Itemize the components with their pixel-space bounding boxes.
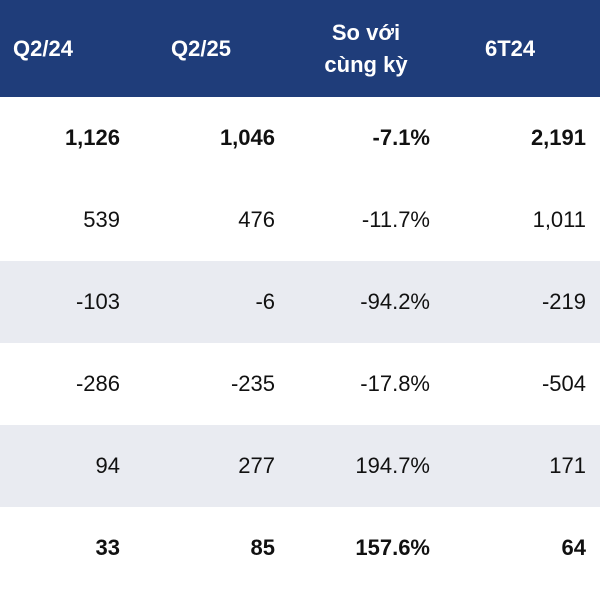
cell-q2-25: 1,046 [219, 125, 275, 150]
cell-q2-25: 85 [250, 535, 275, 560]
cell-yoy: -7.1% [372, 125, 430, 150]
cell-6t24: 171 [549, 453, 586, 478]
cell-q2-24: 33 [95, 535, 120, 560]
cell-yoy: -11.7% [361, 207, 430, 232]
table-row: 33 85 157.6% 64 [0, 507, 600, 589]
header-yoy: So với cùng kỳ [306, 0, 426, 97]
cell-q2-24: -103 [75, 289, 120, 314]
cell-q2-25: -235 [230, 371, 275, 396]
table-row: -103 -6 -94.2% -219 [0, 261, 600, 343]
cell-yoy: -94.2% [360, 289, 430, 314]
cell-q2-24: 1,126 [64, 125, 120, 150]
cell-q2-24: 539 [83, 207, 120, 232]
cell-yoy: -17.8% [360, 371, 430, 396]
cell-q2-25: 476 [238, 207, 275, 232]
table-row: 94 277 194.7% 171 [0, 425, 600, 507]
table-row: 1,126 1,046 -7.1% 2,191 [0, 97, 600, 179]
header-6t24: 6T24 [485, 35, 536, 61]
cell-q2-25: -6 [255, 289, 275, 314]
cell-q2-24: 94 [95, 453, 120, 478]
header-q2-25: Q2/25 [171, 35, 231, 61]
header-q2-24: Q2/24 [13, 35, 73, 61]
cell-q2-25: 277 [238, 453, 275, 478]
cell-6t24: 64 [561, 535, 586, 560]
table-row: -286 -235 -17.8% -504 [0, 343, 600, 425]
header-yoy-line1: So với [331, 19, 401, 45]
cell-6t24: 1,011 [532, 207, 586, 232]
table-row: 539 476 -11.7% 1,011 [0, 179, 600, 261]
header-yoy-line2: cùng kỳ [324, 51, 408, 77]
cell-yoy: 157.6% [355, 535, 430, 560]
cell-6t24: 2,191 [530, 125, 586, 150]
cell-6t24: -504 [541, 371, 586, 396]
table-header: Q2/24 Q2/25 So với cùng kỳ 6T24 [0, 0, 600, 97]
cell-yoy: 194.7% [355, 453, 430, 478]
cell-6t24: -219 [541, 289, 586, 314]
cell-q2-24: -286 [75, 371, 120, 396]
